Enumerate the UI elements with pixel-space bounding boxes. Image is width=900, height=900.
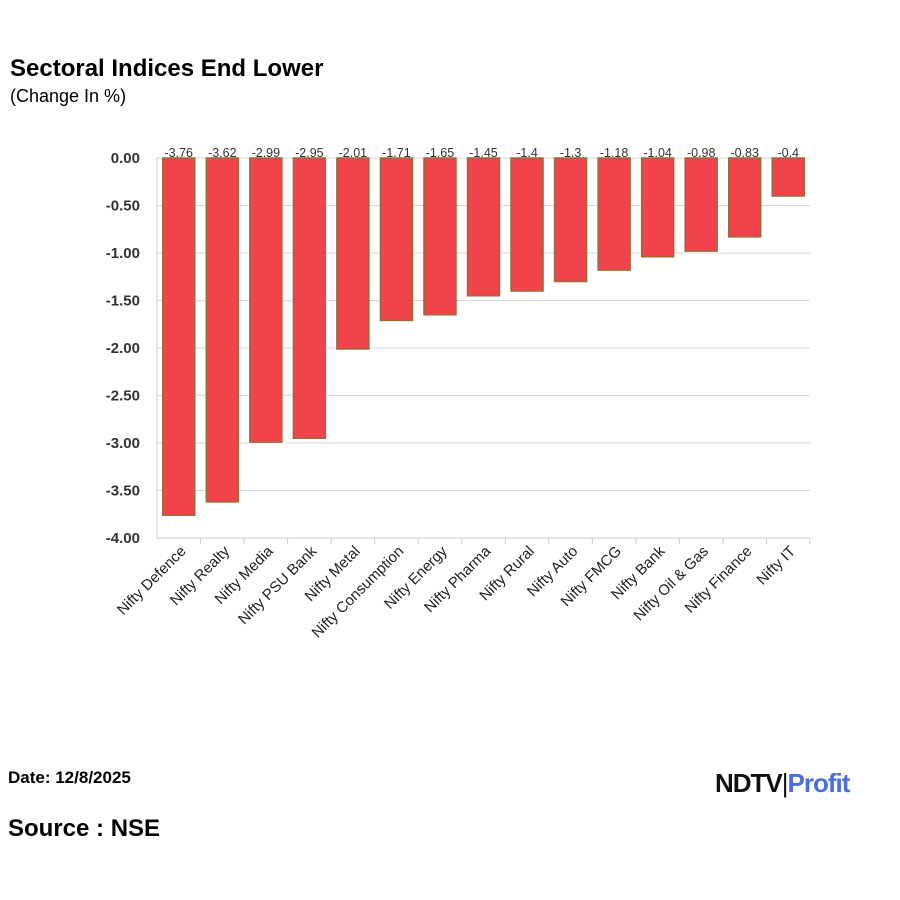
bar xyxy=(684,157,718,252)
data-label: -2.01 xyxy=(339,146,368,160)
bar xyxy=(336,157,370,350)
chart-subtitle: (Change In %) xyxy=(10,86,127,106)
y-tick-label: -1.50 xyxy=(106,293,140,310)
y-tick-label: -3.00 xyxy=(106,435,140,452)
bar xyxy=(162,157,196,516)
x-tick-label: Nifty PSU Bank xyxy=(235,542,320,627)
data-label: -1.18 xyxy=(600,146,629,160)
bar xyxy=(553,157,588,283)
bar xyxy=(249,157,283,443)
bar xyxy=(292,157,327,439)
bar xyxy=(205,157,240,503)
chart-title: Sectoral Indices End Lower xyxy=(10,55,324,82)
logo-profit: Profit xyxy=(787,768,851,798)
bar xyxy=(423,157,457,316)
y-tick-label: -1.00 xyxy=(106,245,140,262)
ndtv-profit-logo: NDTV|Profit xyxy=(715,768,851,798)
data-label: -1.71 xyxy=(382,146,411,160)
bar xyxy=(379,157,414,322)
bar xyxy=(510,157,544,292)
x-tick-label: Nifty IT xyxy=(753,543,799,589)
data-label: -0.4 xyxy=(777,146,799,160)
data-label: -1.65 xyxy=(426,146,455,160)
y-tick-label: -2.00 xyxy=(106,340,140,357)
bar xyxy=(771,157,805,197)
data-label: -0.98 xyxy=(687,146,716,160)
data-label: -3.62 xyxy=(208,146,237,160)
data-label: -1.3 xyxy=(560,146,582,160)
y-tick-label: -4.00 xyxy=(106,530,140,547)
bar xyxy=(597,157,631,271)
data-label: -1.4 xyxy=(516,146,538,160)
y-tick-label: 0.00 xyxy=(111,150,140,167)
y-tick-label: -3.50 xyxy=(106,483,140,500)
data-label: -3.76 xyxy=(165,146,194,160)
source-label: Source : NSE xyxy=(8,815,161,842)
data-label: -1.45 xyxy=(469,146,498,160)
data-label: -0.83 xyxy=(730,146,759,160)
y-tick-label: -0.50 xyxy=(106,198,140,215)
y-tick-label: -2.50 xyxy=(106,388,140,405)
data-label: -1.04 xyxy=(643,146,672,160)
logo-ndtv: NDTV xyxy=(715,768,783,798)
data-label: -2.99 xyxy=(252,146,281,160)
bar xyxy=(640,157,675,258)
date-label: Date: 12/8/2025 xyxy=(8,768,131,787)
bar xyxy=(727,157,762,238)
x-tick-label: Nifty Oil & Gas xyxy=(630,543,712,625)
bar xyxy=(466,157,501,297)
data-label: -2.95 xyxy=(295,146,324,160)
